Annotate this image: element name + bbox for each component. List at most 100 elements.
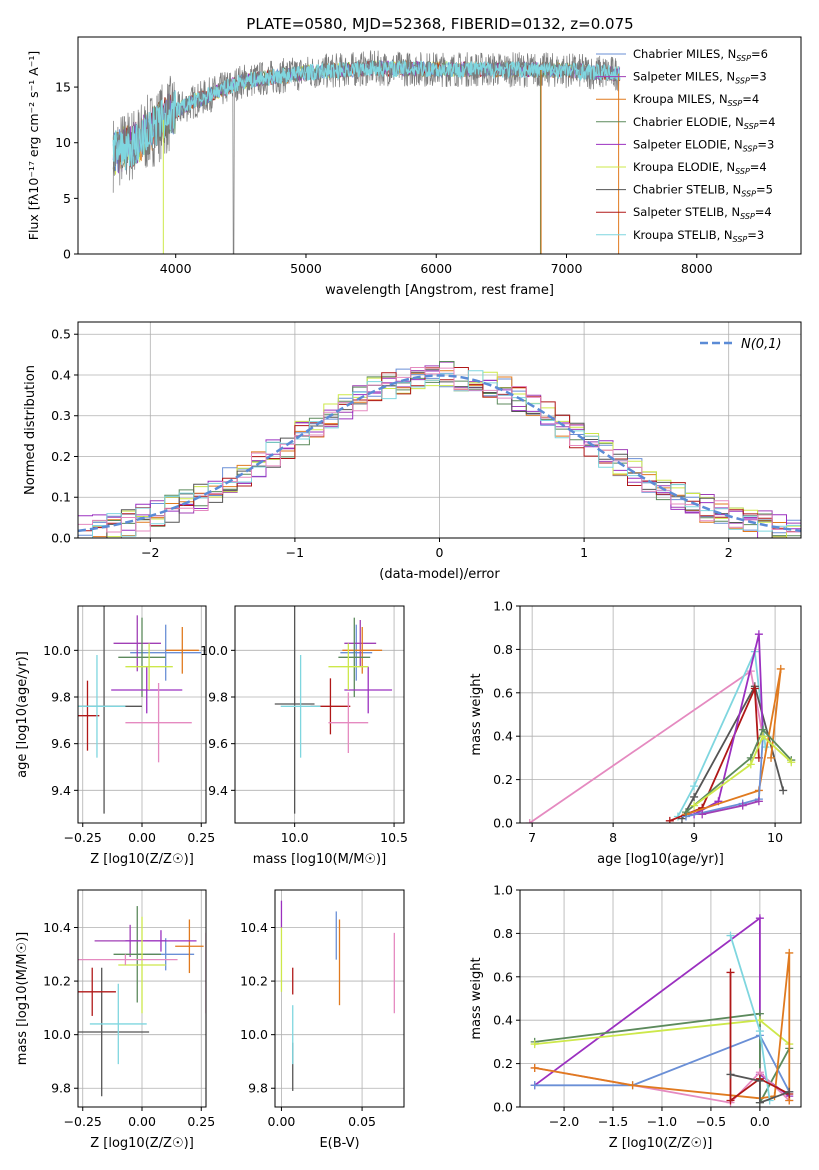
errorbar-point — [328, 692, 369, 753]
weight-line — [534, 1034, 791, 1093]
errorbar-point — [280, 655, 321, 758]
errorbars — [280, 900, 395, 1091]
legend-label: Kroupa MILES, NSSP=4 — [633, 92, 759, 108]
weight-line — [693, 734, 792, 807]
weight-marker — [628, 1081, 637, 1090]
weight-marker — [530, 1040, 539, 1049]
y-tick-label: 15 — [55, 80, 71, 95]
y-tick-label: 9.4 — [51, 783, 71, 798]
x-axis-label: Z [log10(Z/Z☉)] — [90, 852, 194, 867]
x-tick-label: 0 — [436, 545, 444, 560]
weight-line — [685, 736, 764, 818]
weight-line — [669, 688, 760, 822]
x-axis-label: wavelength [Angstrom, rest frame] — [325, 283, 554, 298]
y-axis-label: age [log10(age/yr)] — [15, 651, 30, 778]
errorbar-point — [344, 620, 377, 667]
x-axis-label: E(B-V) — [319, 1136, 359, 1151]
x-tick-label: −0.25 — [64, 830, 102, 845]
y-tick-label: 0.1 — [51, 490, 71, 505]
x-tick-label: −0.25 — [64, 1114, 102, 1129]
spectrum-lines — [112, 50, 621, 254]
model-spectrum — [112, 60, 621, 171]
errorbar-point — [338, 617, 371, 697]
y-tick-label: 0.0 — [493, 816, 513, 831]
weight-marker — [665, 816, 674, 823]
x-tick-label: −1.0 — [647, 1114, 677, 1129]
y-tick-label: 10.2 — [240, 974, 268, 989]
x-tick-label: 8000 — [681, 261, 713, 276]
y-tick-label: 9.8 — [248, 1081, 268, 1096]
x-tick-label: 1 — [580, 545, 588, 560]
legend-label: Kroupa ELODIE, NSSP=4 — [633, 160, 767, 176]
x-tick-label: −2.0 — [549, 1114, 579, 1129]
x-tick-label: 0.25 — [187, 830, 215, 845]
errorbar-point — [340, 624, 373, 681]
x-axis-label: (data-model)/error — [379, 567, 500, 582]
panel-age_vs_mass: 10.0 10.5 9.4 9.6 9.8 10.0 mass [log10(M/M☉)] — [200, 605, 408, 867]
weight-marker — [726, 931, 735, 940]
y-tick-label: 5 — [63, 191, 71, 206]
errorbar-point — [344, 666, 393, 714]
weight-marker — [690, 801, 699, 810]
weight-marker — [750, 684, 759, 693]
y-tick-label: 10.0 — [200, 643, 228, 658]
legend-label: Salpeter MILES, NSSP=3 — [633, 70, 767, 86]
panel-mass_vs_Z: −0.25 0.00 0.25 9.8 10.0 10.2 10.4 Z [log10(Z/Z… — [15, 889, 215, 1151]
weight-line — [685, 668, 782, 816]
y-tick-label: 10.0 — [43, 1027, 71, 1042]
panel-spectrum: 4000 5000 6000 7000 8000 0 5 10 15 wavelength [An… — [26, 36, 802, 298]
x-tick-label: 0.0 — [750, 1114, 770, 1129]
errorbars — [274, 606, 393, 814]
errorbar-point — [89, 983, 147, 1065]
y-tick-label: 10.0 — [240, 1027, 268, 1042]
x-tick-label: 7000 — [551, 261, 583, 276]
y-axis-label: Normed distribution — [23, 365, 38, 495]
y-tick-label: 10.4 — [43, 920, 71, 935]
x-tick-label: 10 — [767, 830, 783, 845]
x-tick-label: 10.5 — [380, 830, 408, 845]
axes-frame — [519, 889, 802, 1108]
weight-line — [729, 972, 790, 1103]
weight-marker — [785, 948, 794, 957]
x-tick-label: 0.05 — [348, 1114, 376, 1129]
weight-marker — [726, 968, 735, 977]
y-tick-label: 9.8 — [51, 690, 71, 705]
histogram-step — [78, 370, 801, 538]
y-tick-label: 0.3 — [51, 408, 71, 423]
errorbar-point — [113, 615, 161, 672]
weight-line — [702, 800, 760, 816]
weight-marker — [682, 808, 691, 817]
errorbar-point — [118, 916, 166, 1014]
x-tick-label: 0.25 — [187, 1114, 215, 1129]
errorbars — [78, 906, 206, 1097]
axes-frame — [77, 36, 802, 255]
errorbar-point — [165, 627, 199, 674]
x-tick-label: −1.5 — [598, 1114, 628, 1129]
y-tick-label: 10.4 — [240, 920, 268, 935]
weight-marker — [755, 1027, 764, 1036]
panel-age_vs_Z: −0.25 0.00 0.25 9.4 9.6 9.8 10.0 Z [log10(Z/Z☉)… — [15, 605, 215, 867]
errorbar-point — [78, 967, 116, 1016]
errorbar-point — [274, 606, 315, 814]
panel-weight_vs_age: 7 8 9 10 0.0 0.2 0.4 0.6 0.8 1.0 age [log10(age/yr… — [469, 599, 802, 867]
legend-label: Kroupa STELIB, NSSP=3 — [633, 228, 764, 244]
x-tick-label: 0.00 — [268, 1114, 296, 1129]
weight-marker — [746, 760, 755, 769]
y-tick-label: 0.0 — [493, 1100, 513, 1115]
y-axis-label: mass weight — [469, 673, 484, 755]
y-tick-label: 1.0 — [493, 883, 513, 898]
x-tick-label: −2 — [141, 545, 159, 560]
weight-marker — [787, 758, 796, 767]
histograms — [78, 361, 801, 538]
y-tick-label: 0 — [63, 247, 71, 262]
y-tick-label: 9.4 — [208, 783, 228, 798]
weight-marker — [738, 801, 747, 810]
errorbar-point — [125, 930, 197, 952]
weight-lines — [530, 914, 794, 1107]
x-tick-label: 0.00 — [128, 1114, 156, 1129]
y-tick-label: 0.2 — [493, 772, 513, 787]
weight-marker — [698, 810, 707, 819]
y-tick-label: 1.0 — [493, 599, 513, 614]
weight-marker — [776, 664, 785, 673]
